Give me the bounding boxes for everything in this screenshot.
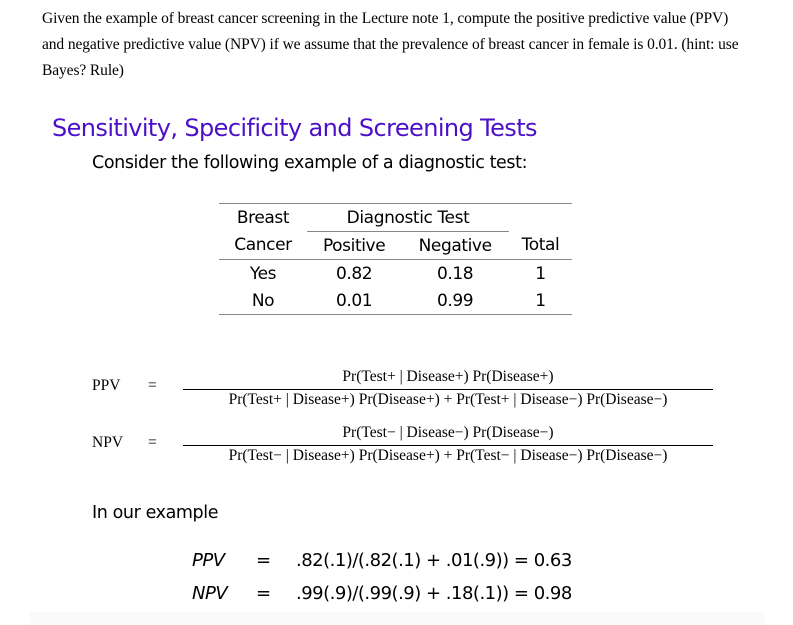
ppv-denominator: Pr(Test+ | Disease+) Pr(Disease+) + Pr(T…	[228, 391, 668, 408]
npv-fraction: Pr(Test− | Disease−) Pr(Disease−) Pr(Tes…	[183, 424, 713, 465]
header-cell: Negative	[418, 235, 492, 256]
ppv-formula-equals: =	[148, 377, 157, 394]
table-header-row-1: Breast Diagnostic Test	[219, 203, 572, 232]
example-label: In our example	[92, 503, 219, 523]
ppv-calc-lhs: PPV	[192, 550, 225, 571]
header-cell-diagnostic-test: Diagnostic Test	[307, 203, 510, 232]
table-cell: 1	[509, 287, 572, 315]
ppv-numerator: Pr(Test+ | Disease+) Pr(Disease+)	[342, 368, 554, 385]
slide-title: Sensitivity, Specificity and Screening T…	[52, 114, 538, 142]
ppv-fraction: Pr(Test+ | Disease+) Pr(Disease+) Pr(Tes…	[183, 368, 713, 409]
fraction-bar	[183, 445, 713, 446]
fraction-bar	[183, 389, 713, 390]
npv-calc-lhs: NPV	[192, 583, 228, 604]
header-cell: Cancer	[234, 235, 292, 256]
ppv-formula-label: PPV	[92, 377, 121, 394]
npv-calc-rhs: .99(.9)/(.99(.9) + .18(.1)) = 0.98	[296, 583, 572, 604]
table-cell: No	[219, 287, 308, 315]
header-cell: Positive	[322, 235, 386, 256]
npv-calculation: NPV = .99(.9)/(.99(.9) + .18(.1)) = 0.98	[192, 583, 612, 607]
table-cell: 0.01	[307, 287, 402, 315]
table-cell: 0.99	[401, 287, 510, 315]
header-cell	[509, 203, 572, 232]
ppv-calc-equals: =	[256, 550, 271, 571]
table-header-row-2: Cancer Positive Negative Total	[219, 232, 572, 260]
header-cell: Breast	[219, 203, 308, 232]
table-row: No 0.01 0.99 1	[219, 287, 572, 315]
npv-numerator: Pr(Test− | Disease−) Pr(Disease−)	[342, 424, 554, 441]
table-cell: 0.18	[401, 259, 510, 287]
table-cell: 1	[509, 259, 572, 287]
question-text: Given the example of breast cancer scree…	[42, 10, 739, 79]
npv-formula-equals: =	[148, 434, 157, 451]
header-cell: Total	[521, 235, 560, 256]
slide-subtitle: Consider the following example of a diag…	[92, 153, 528, 173]
table-cell: 0.82	[307, 259, 402, 287]
table-cell: Yes	[219, 259, 308, 287]
ppv-calculation: PPV = .82(.1)/(.82(.1) + .01(.9)) = 0.63	[192, 550, 612, 574]
ppv-calc-rhs: .82(.1)/(.82(.1) + .01(.9)) = 0.63	[296, 550, 572, 571]
npv-formula-label: NPV	[92, 434, 124, 451]
table-row: Yes 0.82 0.18 1	[219, 259, 572, 287]
npv-calc-equals: =	[256, 583, 271, 604]
npv-denominator: Pr(Test− | Disease+) Pr(Disease+) + Pr(T…	[228, 447, 668, 464]
diagnostic-test-table: Breast Diagnostic Test Cancer Positive N…	[219, 203, 572, 315]
slide-bottom-edge	[30, 612, 765, 625]
